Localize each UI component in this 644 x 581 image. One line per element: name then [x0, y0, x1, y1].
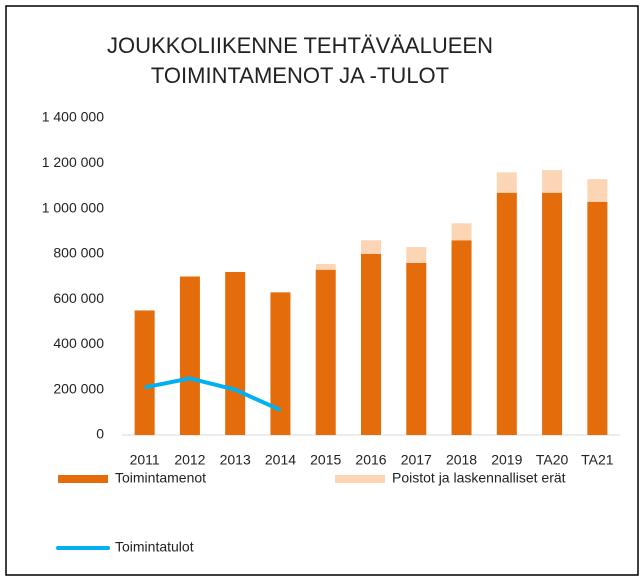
x-tick-label: 2013: [220, 452, 251, 468]
y-tick-label: 200 000: [53, 380, 104, 396]
legend-label: Toimintatulot: [115, 539, 194, 555]
y-tick-label: 1 400 000: [42, 109, 104, 125]
bar: [542, 170, 563, 193]
x-tick-label: 2019: [491, 452, 522, 468]
bar: [587, 179, 608, 202]
x-tick-label: 2014: [265, 452, 296, 468]
chart-title: TOIMINTAMENOT JA -TULOT: [151, 63, 449, 88]
x-tick-label: TA21: [581, 452, 614, 468]
bar: [406, 262, 427, 435]
legend-swatch: [335, 475, 385, 483]
bar: [542, 192, 563, 435]
x-tick-label: 2015: [310, 452, 341, 468]
bar: [315, 269, 336, 435]
y-tick-label: 0: [96, 426, 104, 442]
legend-label: Toimintamenot: [115, 470, 206, 486]
bar: [134, 310, 155, 435]
bar: [451, 223, 472, 241]
x-tick-label: 2016: [355, 452, 386, 468]
bar: [270, 292, 291, 435]
bar: [315, 264, 336, 270]
y-tick-label: 800 000: [53, 245, 104, 261]
y-tick-label: 400 000: [53, 335, 104, 351]
line: [144, 376, 282, 412]
bar: [587, 201, 608, 435]
bar: [406, 247, 427, 263]
bar: [225, 271, 246, 435]
y-tick-label: 1 200 000: [42, 154, 104, 170]
legend-swatch: [58, 475, 108, 483]
bar: [451, 240, 472, 435]
bar: [361, 253, 381, 435]
x-tick-label: 2012: [174, 452, 205, 468]
bar: [496, 172, 517, 193]
y-tick-label: 600 000: [53, 290, 104, 306]
bar: [361, 240, 381, 254]
legend-label: Poistot ja laskennalliset erät: [392, 470, 566, 486]
x-tick-label: 2011: [130, 452, 160, 468]
y-tick-label: 1 000 000: [42, 199, 104, 215]
bar: [179, 276, 200, 435]
x-tick-label: 2018: [446, 452, 477, 468]
chart-title: JOUKKOLIIKENNE TEHTÄVÄALUEEN: [107, 33, 493, 58]
x-tick-label: 2017: [401, 452, 432, 468]
x-tick-label: TA20: [536, 452, 569, 468]
bar: [496, 192, 517, 435]
